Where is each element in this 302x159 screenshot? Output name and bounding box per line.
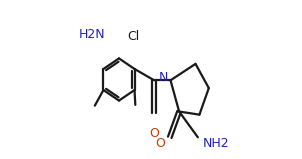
Text: H2N: H2N — [79, 28, 106, 41]
Text: O: O — [155, 137, 165, 150]
Text: O: O — [149, 127, 159, 140]
Text: NH2: NH2 — [203, 137, 229, 150]
Text: Cl: Cl — [128, 30, 140, 42]
Text: N: N — [159, 71, 168, 84]
